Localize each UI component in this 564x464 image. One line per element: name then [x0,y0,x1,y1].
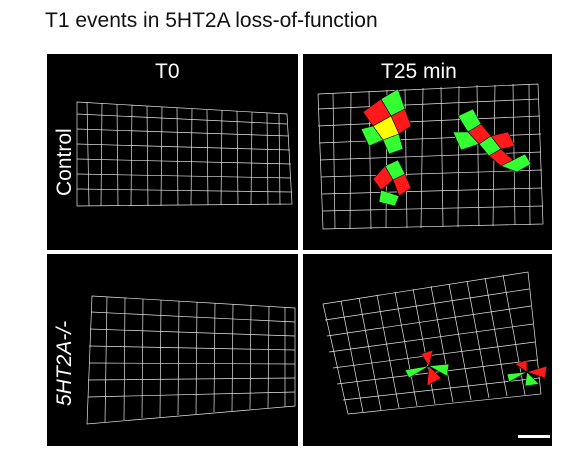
t1-events-control-t25 [360,88,532,207]
t1-events-mutant-t25 [404,349,548,387]
row-label-mutant: 5HT2A-/- [53,320,76,406]
cell-outlines-mutant-t25 [322,271,542,415]
panel-mutant-t25 [303,254,552,446]
cell-outlines-mutant-t0 [86,295,296,425]
cell-outlines-control-t0 [76,101,293,207]
scale-bar [518,435,550,438]
column-label-t25: T25 min [381,60,457,83]
figure-title: T1 events in 5HT2A loss-of-function [45,9,378,32]
panel-control-t25: T25 min [303,54,552,250]
row-label-control: Control [53,128,76,196]
panel-control-t0: T0 Control [47,54,298,250]
column-label-t0: T0 [155,60,180,83]
panel-mutant-t0: 5HT2A-/- [47,254,298,446]
